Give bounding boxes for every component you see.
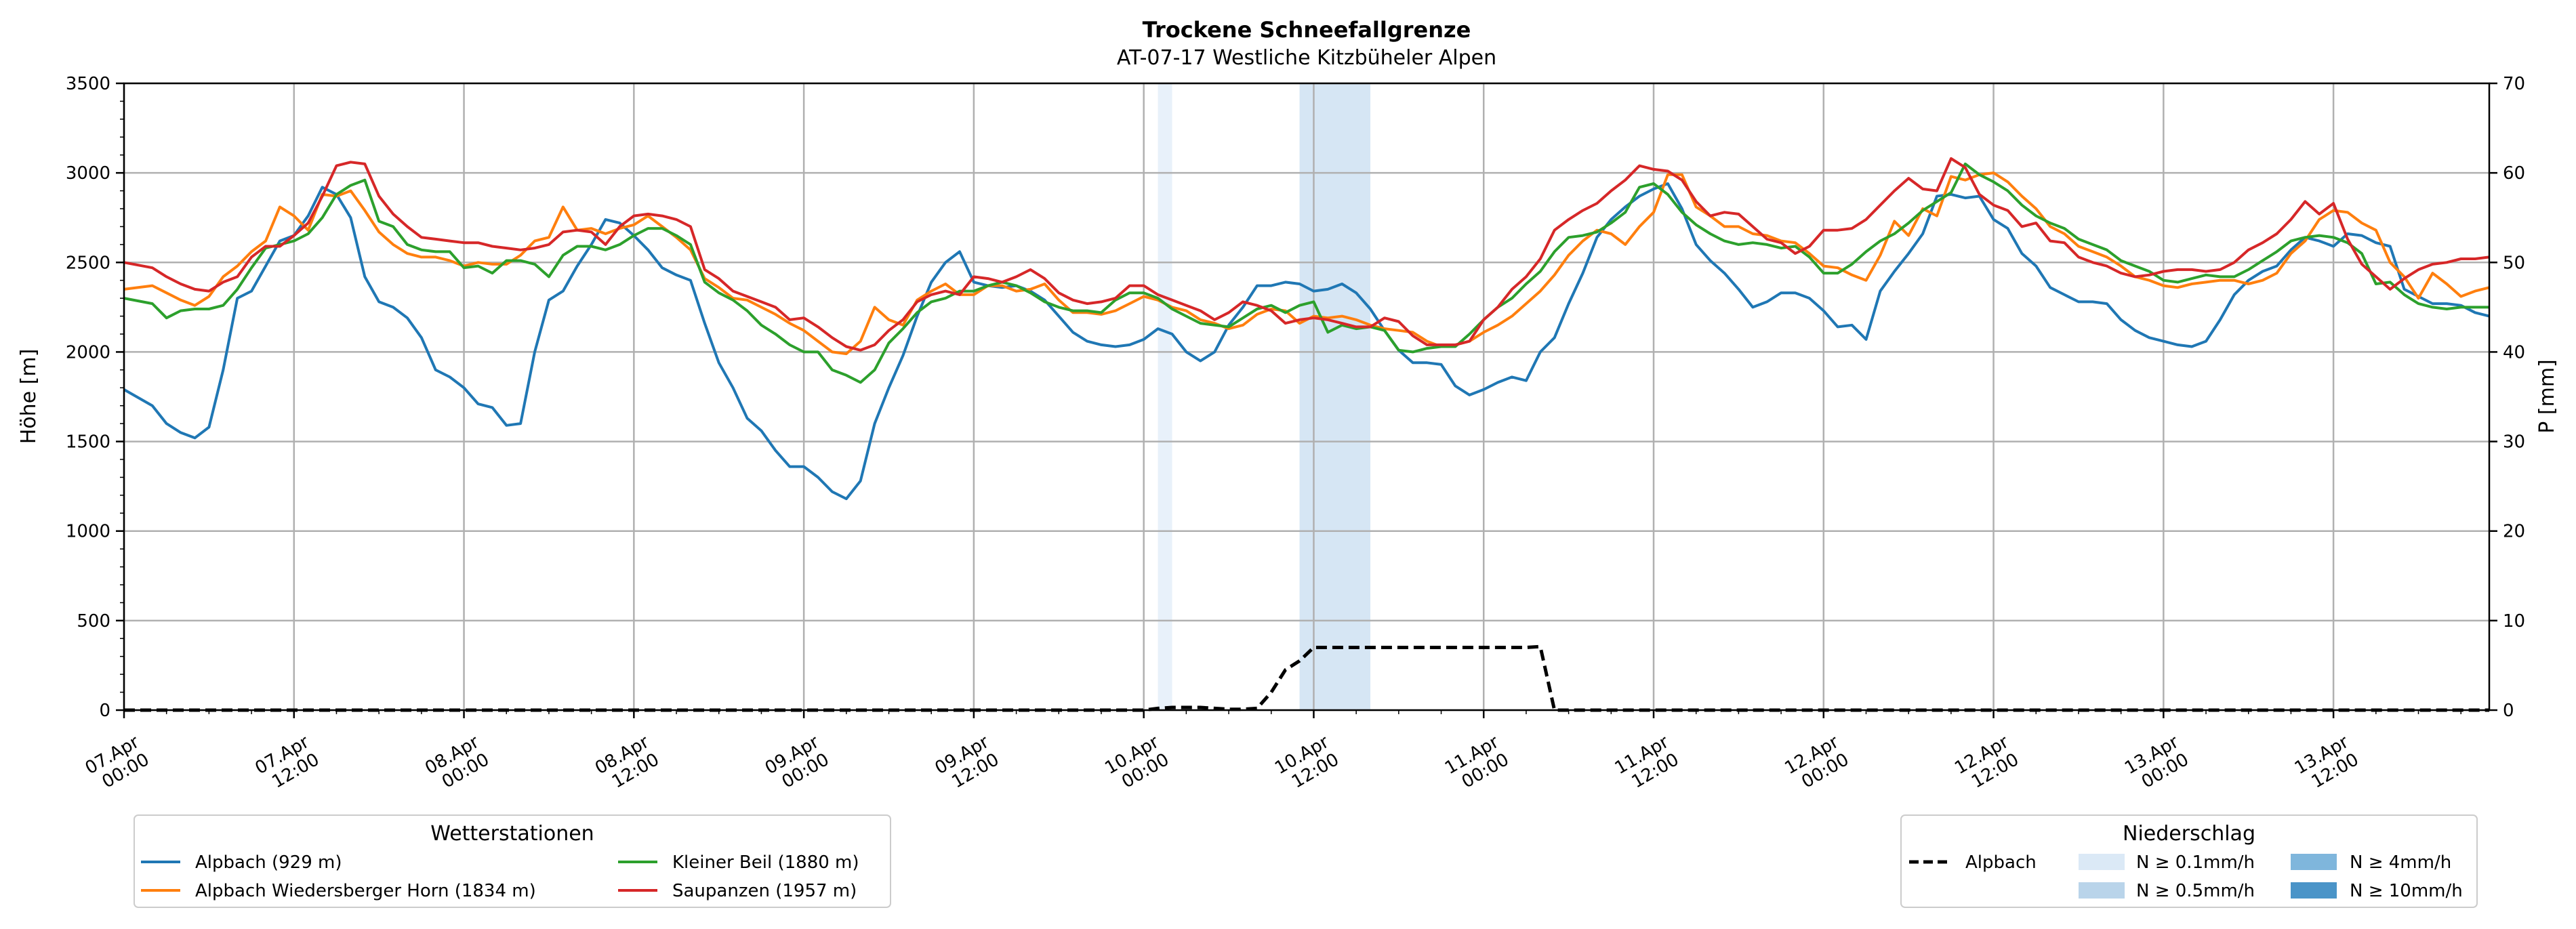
x-tick-label-12: 13.Apr00:00 (2121, 732, 2192, 796)
y-tick-label-0: 0 (99, 701, 110, 721)
legend-swatch-n10 (2291, 882, 2337, 899)
x-tick-label-8: 11.Apr00:00 (1442, 732, 1513, 796)
x-tick-label-9: 11.Apr12:00 (1612, 732, 1683, 796)
x-tick-label-3: 08.Apr12:00 (592, 732, 663, 796)
y2-tick-label-4: 40 (2503, 342, 2525, 363)
series-line-0 (123, 182, 2490, 501)
y-axis-label: Höhe [m] (17, 349, 41, 445)
y2-tick-label-0: 0 (2503, 701, 2514, 721)
legend-precip-title: Niederschlag (2123, 822, 2255, 846)
left-axis: 0 500 1000 1500 2000 2500 3000 3500 (66, 74, 124, 721)
y-tick-label-1: 500 (77, 611, 110, 632)
x-tick-label-7: 10.Apr12:00 (1271, 732, 1343, 796)
x-tick-label-0: 07.Apr00:00 (82, 732, 153, 796)
legend-entry-alpbach: Alpbach (929 m) (195, 852, 342, 873)
series-line-3 (123, 157, 2490, 352)
data-series (123, 157, 2490, 712)
legend-entry-saupanzen: Saupanzen (1957 m) (672, 881, 857, 901)
legend-entry-wiedersberger: Alpbach Wiedersberger Horn (1834 m) (195, 881, 536, 901)
legend-entry-precip-line: Alpbach (1965, 852, 2037, 873)
series-line-2 (123, 162, 2489, 384)
legend-swatch-n05 (2079, 882, 2125, 899)
y2-axis-label: P [mm] (2535, 359, 2559, 433)
legend-entry-n05: N ≥ 0.5mm/h (2136, 881, 2255, 901)
legend-stations-title: Wetterstationen (430, 822, 594, 846)
x-tick-label-1: 07.Apr12:00 (252, 732, 323, 796)
precip-line-alpbach (124, 644, 2489, 712)
x-tick-label-10: 12.Apr00:00 (1782, 732, 1853, 796)
x-axis: 07.Apr00:00 07.Apr12:00 08.Apr00:00 08.Apr1… (82, 710, 2461, 796)
legend-entry-n10: N ≥ 10mm/h (2350, 881, 2463, 901)
y2-tick-label-3: 30 (2503, 432, 2525, 453)
legend-swatch-n4 (2291, 854, 2337, 870)
y-tick-label-6: 3000 (66, 163, 110, 184)
legend-entry-n01: N ≥ 0.1mm/h (2136, 852, 2255, 873)
series-line-1 (123, 171, 2490, 356)
right-axis: 0 10 20 30 40 50 60 70 (2489, 74, 2525, 721)
chart-title: Trockene Schneefallgrenze (1143, 17, 1471, 43)
y-tick-label-2: 1000 (66, 522, 110, 542)
y2-tick-label-5: 50 (2503, 253, 2525, 273)
y2-tick-label-7: 70 (2503, 74, 2525, 94)
y2-tick-label-6: 60 (2503, 163, 2525, 184)
legend-entry-n4: N ≥ 4mm/h (2350, 852, 2451, 873)
precip-bands (1158, 83, 1371, 710)
legend-stations-frame (134, 814, 891, 908)
y-tick-label-7: 3500 (66, 74, 110, 94)
y2-tick-label-2: 20 (2503, 522, 2525, 542)
x-tick-label-6: 10.Apr00:00 (1101, 732, 1172, 796)
x-tick-label-4: 09.Apr00:00 (762, 732, 833, 796)
x-tick-label-2: 08.Apr00:00 (422, 732, 493, 796)
x-tick-label-13: 13.Apr12:00 (2291, 732, 2363, 796)
y2-tick-label-1: 10 (2503, 611, 2525, 632)
precip-band-1 (1299, 83, 1371, 710)
x-tick-label-11: 12.Apr12:00 (1951, 732, 2022, 796)
chart-subtitle: AT-07-17 Westliche Kitzbüheler Alpen (1117, 46, 1496, 70)
legend-stations: Wetterstationen Alpbach (929 m) Alpbach … (134, 814, 891, 908)
precip-band-0 (1158, 83, 1172, 710)
y-tick-label-4: 2000 (66, 342, 110, 363)
legend-swatch-n01 (2079, 854, 2125, 870)
legend-entry-kleiner-beil: Kleiner Beil (1880 m) (672, 852, 859, 873)
x-tick-label-5: 09.Apr12:00 (932, 732, 1003, 796)
legend-precip: Niederschlag Alpbach N ≥ 0.1mm/h N ≥ 0.5… (1900, 814, 2478, 908)
y-tick-label-3: 1500 (66, 432, 110, 453)
y-tick-label-5: 2500 (66, 253, 110, 273)
plot-frame (123, 82, 2491, 711)
